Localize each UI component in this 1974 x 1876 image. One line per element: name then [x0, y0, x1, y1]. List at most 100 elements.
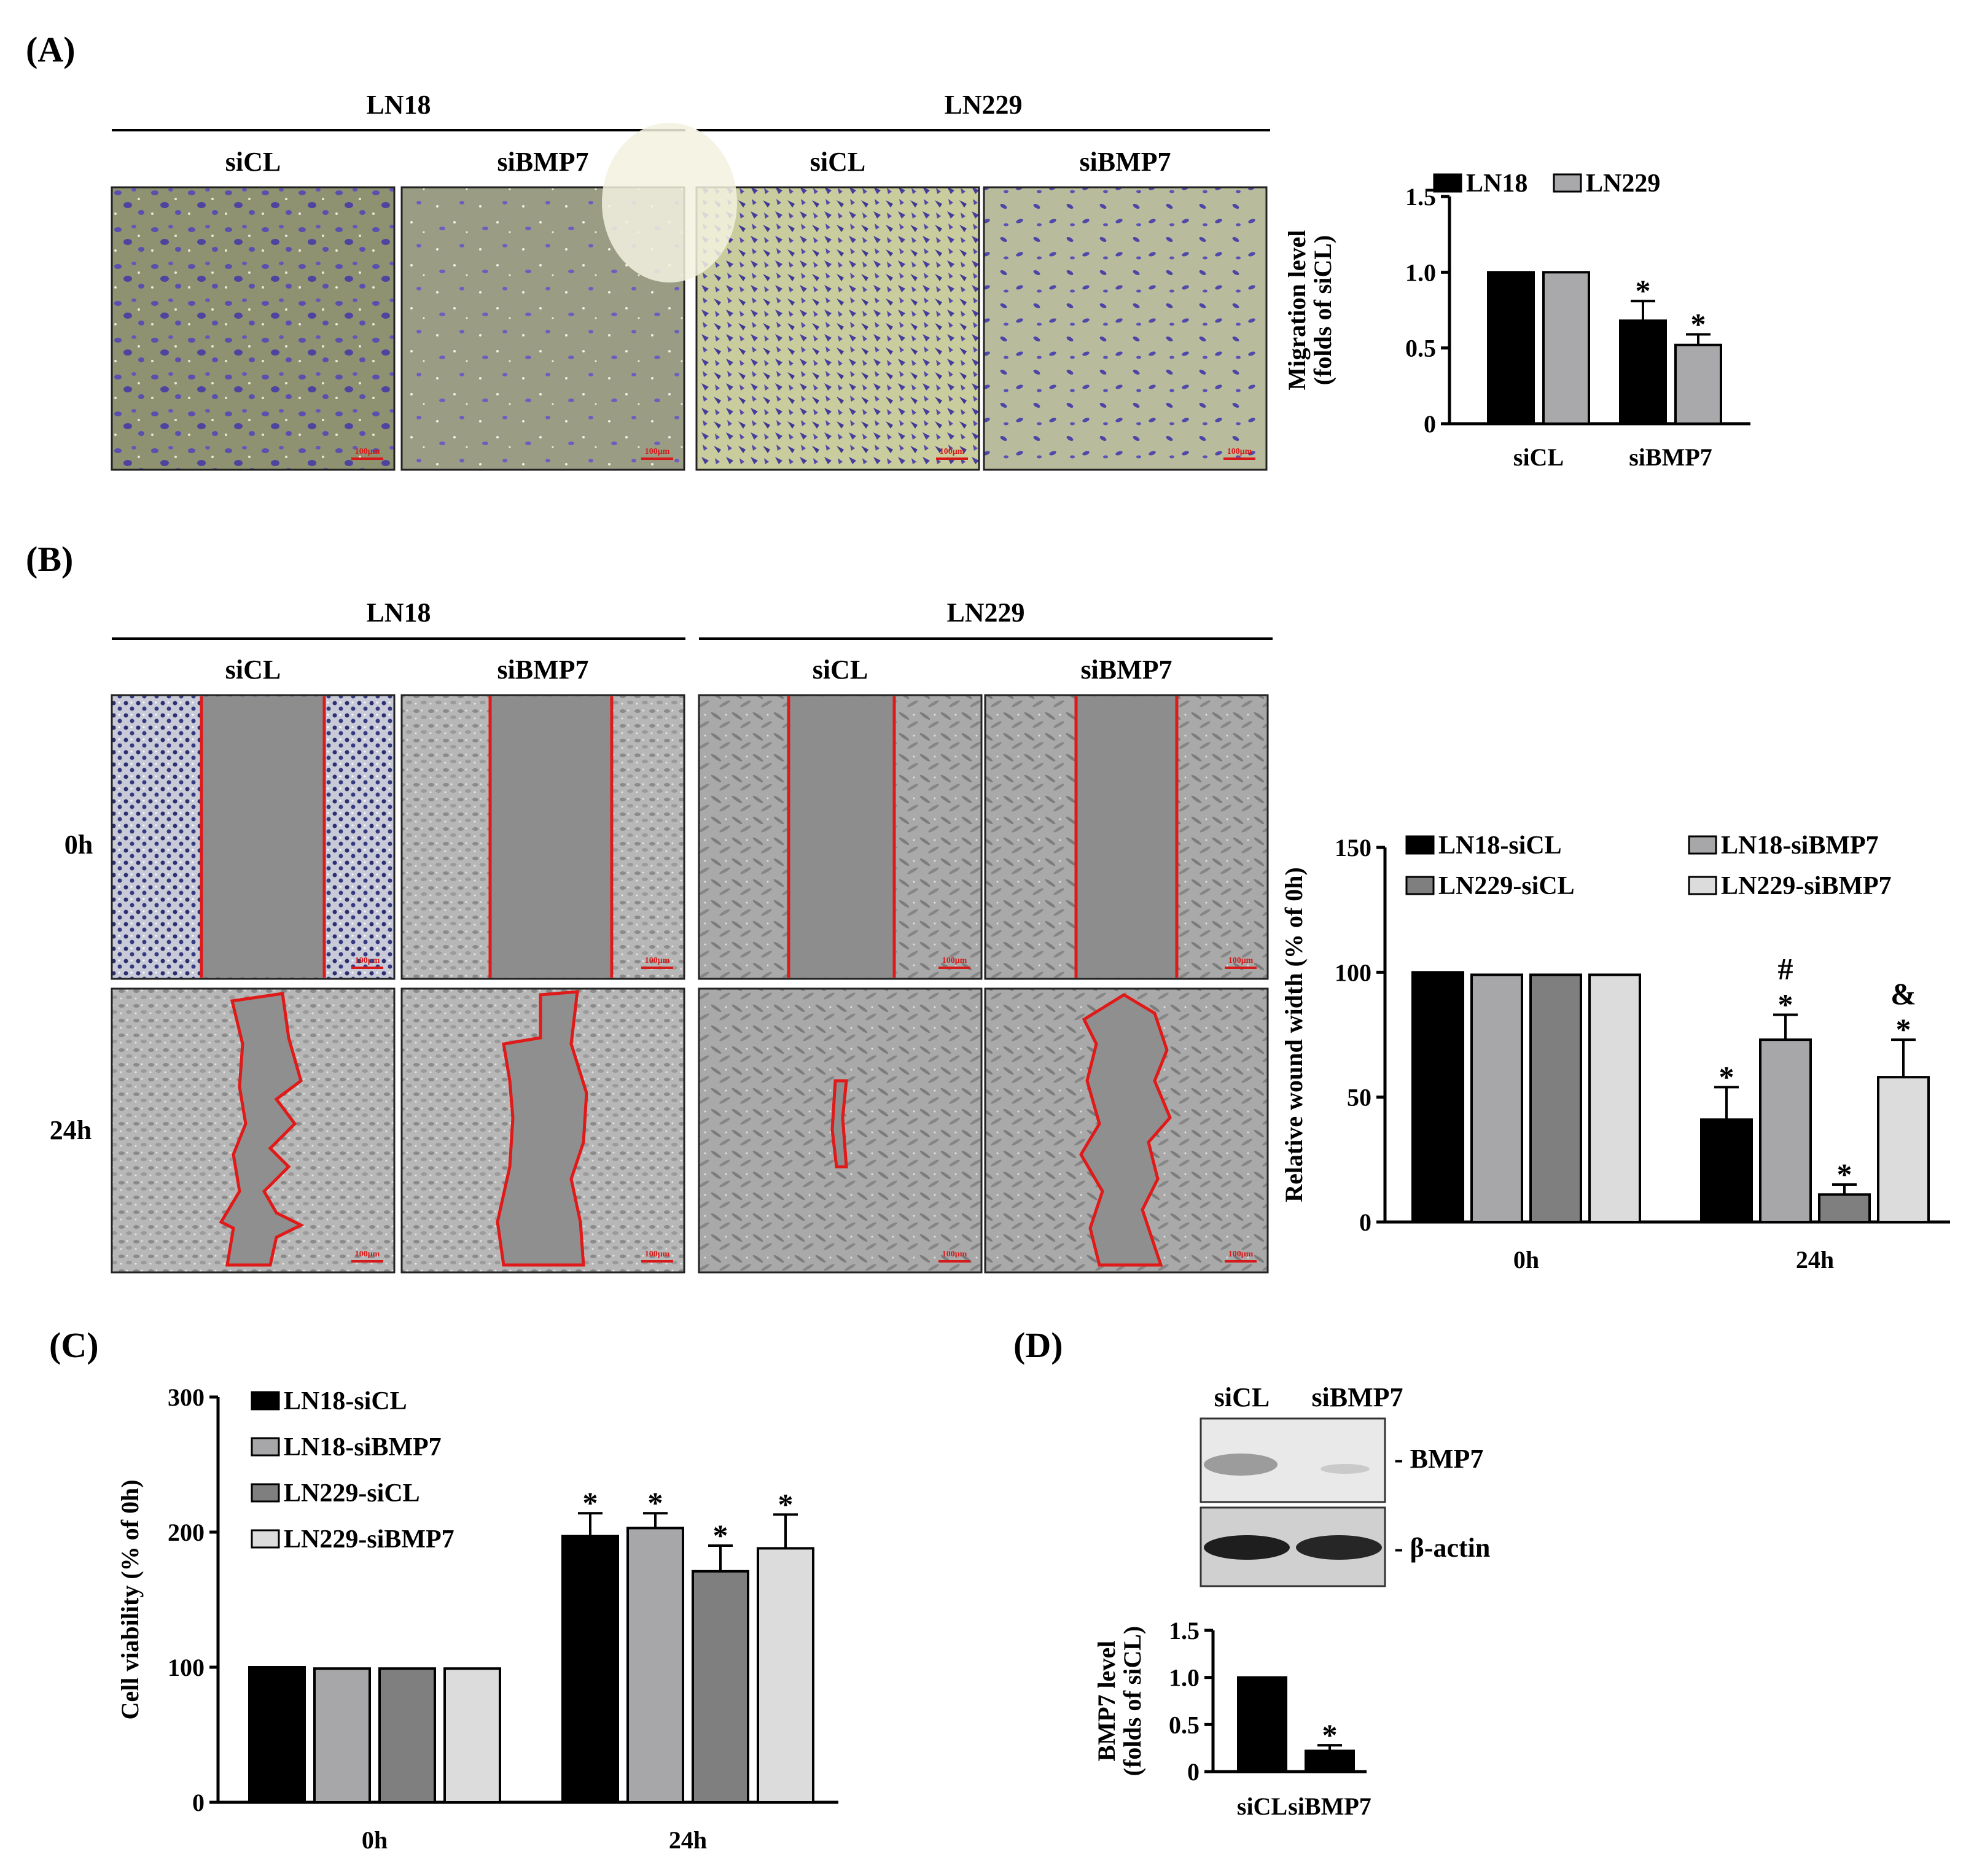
wound-gap: [201, 696, 324, 978]
panel-B-condition-label: siBMP7: [1080, 655, 1172, 685]
legend-label: LN18-siBMP7: [284, 1433, 442, 1461]
wound-gap: [1076, 696, 1177, 978]
legend-swatch: [1433, 173, 1462, 193]
panel-A-letter: (A): [26, 29, 76, 69]
panel-A-condition-label: siCL: [810, 147, 865, 177]
panel-B-letter: (B): [26, 539, 73, 579]
y-axis-label: Relative wound width (% of 0h): [1280, 867, 1308, 1202]
bar: [692, 1570, 749, 1804]
transwell-micrograph: 100μm: [695, 186, 980, 471]
bar: [561, 1535, 619, 1804]
blot-band: [1204, 1535, 1290, 1560]
y-axis-label: Cell viability (% of 0h): [116, 1479, 144, 1719]
y-tick-label: 0.5: [1169, 1711, 1200, 1738]
panel-D-letter: (D): [1013, 1325, 1063, 1365]
legend-label: LN229-siCL: [1438, 872, 1575, 900]
y-tick-label: 0: [1187, 1758, 1200, 1786]
significance-marker: *: [1896, 1012, 1911, 1046]
scale-bar-label: 100μm: [940, 447, 965, 456]
bar: [1542, 271, 1590, 426]
y-tick-label: 1.0: [1169, 1664, 1200, 1692]
wound-outline: [830, 1079, 848, 1169]
y-axis-label: (folds of siCL): [1309, 235, 1336, 385]
significance-marker: *: [713, 1518, 728, 1552]
x-tick-label: 0h: [362, 1826, 388, 1854]
scale-bar-label: 100μm: [1227, 447, 1252, 456]
chart-A: 0 0.5 1.0 1.5 Migration level(folds of siCL)…: [1283, 169, 1750, 471]
y-tick-label: 0: [1359, 1209, 1371, 1236]
blot-lane-label: siCL: [1214, 1382, 1270, 1412]
bar: [1674, 343, 1722, 425]
significance-marker: *: [1322, 1718, 1338, 1752]
significance-marker: *: [583, 1485, 598, 1520]
panel-A-group-label: LN229: [944, 90, 1022, 120]
blot-band: [1296, 1535, 1382, 1560]
bar: [378, 1667, 436, 1804]
bar: [443, 1667, 501, 1804]
y-tick-label: 100: [168, 1654, 205, 1681]
bar: [1305, 1750, 1355, 1773]
legend-swatch: [251, 1437, 280, 1457]
wound-outline: [496, 990, 588, 1267]
significance-marker: *: [1837, 1157, 1852, 1191]
bar: [1487, 271, 1535, 426]
bar: [1470, 973, 1523, 1224]
scale-bar-label: 100μm: [355, 956, 380, 965]
western-blot: [1200, 1417, 1386, 1587]
significance-marker: *: [1636, 273, 1651, 308]
panel-B-condition-label: siBMP7: [497, 655, 588, 685]
x-tick-label: siBMP7: [1629, 443, 1712, 471]
panel-A-condition-label: siCL: [225, 147, 281, 177]
bar: [1529, 973, 1582, 1224]
scale-bar-label: 100μm: [355, 447, 380, 456]
x-tick-label: siBMP7: [1288, 1792, 1371, 1820]
y-axis-label: Migration level: [1283, 230, 1311, 390]
x-tick-label: siCL: [1237, 1792, 1287, 1820]
significance-marker: #: [1778, 951, 1793, 986]
x-tick-label: 24h: [669, 1826, 707, 1854]
y-tick-label: 150: [1335, 834, 1371, 862]
scale-bar-label: 100μm: [1228, 956, 1254, 965]
panel-B-condition-label: siCL: [813, 655, 868, 685]
wound-gap: [789, 696, 894, 978]
panel-A-group-label: LN18: [366, 90, 431, 120]
y-axis-label: (folds of siCL): [1118, 1626, 1146, 1776]
bar: [626, 1527, 684, 1804]
significance-marker: &: [1890, 976, 1916, 1011]
panel-B-condition-label: siCL: [225, 655, 281, 685]
legend-swatch: [1405, 835, 1435, 855]
wound-gap: [490, 696, 612, 978]
y-tick-label: 50: [1347, 1084, 1371, 1111]
chart-C: 0 100 200 300 Cell viability (% of 0h) 0h 24h *…: [116, 1384, 838, 1854]
panel-C-letter: (C): [49, 1325, 99, 1365]
legend-label: LN229-siBMP7: [1721, 872, 1892, 900]
panel-A-condition-label: siBMP7: [1079, 147, 1171, 177]
bar: [1237, 1676, 1287, 1773]
scale-bar-label: 100μm: [645, 956, 670, 965]
blot-band: [1321, 1464, 1370, 1474]
blot-band: [1204, 1454, 1278, 1476]
legend-label: LN18-siCL: [284, 1387, 407, 1415]
panel-B-group-label: LN229: [946, 597, 1024, 628]
y-tick-label: 200: [168, 1519, 205, 1546]
bar: [1619, 319, 1667, 425]
bar: [1700, 1118, 1753, 1224]
significance-marker: *: [648, 1485, 663, 1520]
time-row-label: 0h: [64, 830, 93, 860]
wound-outline: [219, 992, 305, 1267]
scale-bar-label: 100μm: [645, 447, 670, 456]
y-tick-label: 1.0: [1405, 259, 1436, 286]
y-tick-label: 300: [168, 1384, 205, 1411]
bar: [248, 1666, 306, 1804]
blot-band-label: - BMP7: [1394, 1444, 1483, 1474]
significance-marker: *: [1778, 987, 1793, 1021]
y-tick-label: 1.5: [1169, 1617, 1200, 1644]
significance-marker: *: [1719, 1059, 1734, 1094]
wound-outline: [1079, 993, 1172, 1267]
legend-swatch: [251, 1529, 280, 1549]
y-tick-label: 100: [1335, 959, 1371, 986]
y-tick-label: 0: [1424, 410, 1436, 438]
glare-highlight: [602, 123, 737, 282]
